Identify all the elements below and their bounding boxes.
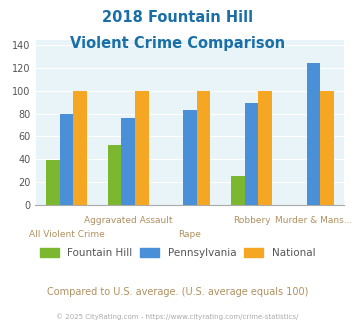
Bar: [121, 118, 135, 205]
Text: Compared to U.S. average. (U.S. average equals 100): Compared to U.S. average. (U.S. average …: [47, 287, 308, 297]
Bar: [46, 160, 60, 205]
Bar: [258, 91, 272, 205]
Text: 2018 Fountain Hill: 2018 Fountain Hill: [102, 10, 253, 25]
Bar: [307, 63, 320, 205]
Legend: Fountain Hill, Pennsylvania, National: Fountain Hill, Pennsylvania, National: [36, 244, 320, 262]
Bar: [197, 91, 210, 205]
Bar: [108, 146, 121, 205]
Text: All Violent Crime: All Violent Crime: [28, 230, 104, 239]
Text: Aggravated Assault: Aggravated Assault: [84, 216, 173, 225]
Text: Murder & Mans...: Murder & Mans...: [275, 216, 352, 225]
Bar: [231, 176, 245, 205]
Bar: [183, 110, 197, 205]
Bar: [73, 91, 87, 205]
Bar: [135, 91, 148, 205]
Bar: [245, 103, 258, 205]
Text: Robbery: Robbery: [233, 216, 271, 225]
Bar: [320, 91, 334, 205]
Text: Violent Crime Comparison: Violent Crime Comparison: [70, 36, 285, 51]
Bar: [60, 114, 73, 205]
Text: © 2025 CityRating.com - https://www.cityrating.com/crime-statistics/: © 2025 CityRating.com - https://www.city…: [56, 314, 299, 320]
Text: Rape: Rape: [179, 230, 201, 239]
